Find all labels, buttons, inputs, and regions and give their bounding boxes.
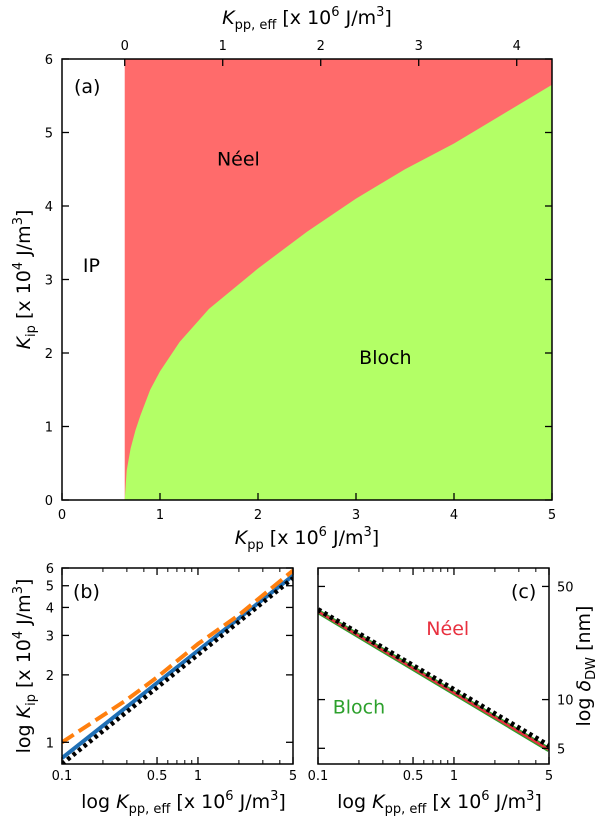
panel-a: 0 1 2 3 4 5 0 1 2 3 4 5 6 0 1 2 3 4 IP Néel Bloch (a) Kpp…	[11, 5, 556, 553]
x-tick-label-a: 4	[450, 508, 458, 523]
series-line	[62, 574, 293, 760]
y-tick-label-a: 4	[45, 200, 53, 215]
series-lines-c	[318, 607, 549, 752]
series-annotation: Néel	[426, 618, 469, 640]
y-tick-label-a: 0	[45, 494, 53, 509]
x-tick-labels-c: 0.1 0.5 1 5	[308, 769, 553, 784]
series-line	[62, 568, 293, 744]
y-axis-label-c: log δDW [nm]	[573, 606, 599, 727]
plot-frame-c	[317, 567, 550, 765]
y-tick-label: 1	[46, 736, 54, 751]
phase-diagram-fill	[124, 59, 552, 500]
bloch-region	[124, 84, 552, 500]
y-tick-labels-c: 5 10 50	[557, 580, 574, 757]
y-tick-label-a: 6	[45, 53, 53, 68]
y-tick-labels-a: 0 1 2 3 4 5 6	[45, 53, 53, 509]
y-tick-label: 10	[557, 694, 574, 709]
tick-marks-a	[61, 58, 553, 501]
y-axis-label-b: log Kip [x 104 J/m3]	[11, 579, 39, 754]
x-tick-label-a: 1	[156, 508, 164, 523]
x-tick-label: 5	[289, 769, 297, 784]
x-tick-label-a: 3	[352, 508, 360, 523]
series-annotation: Bloch	[333, 697, 385, 719]
top-x-axis-label-a: Kpp, eff [x 106 J/m3]	[222, 5, 392, 33]
y-tick-label: 6	[46, 562, 54, 577]
x-tick-labels-a: 0 1 2 3 4 5	[58, 508, 556, 523]
y-tick-label: 3	[46, 629, 54, 644]
panel-c: 0.1 0.5 1 5 5 10 50 Néel Bloch (c) log Kpp, ef…	[308, 567, 599, 816]
y-tick-label-a: 1	[45, 421, 53, 436]
series-lines-b	[62, 568, 293, 764]
x-tick-label: 0.1	[308, 769, 329, 784]
x-axis-label-a: Kpp [x 106 J/m3]	[235, 525, 379, 553]
top-x-tick-label-a: 3	[415, 39, 423, 54]
x-tick-labels-b: 0.1 0.5 1 5	[52, 769, 297, 784]
x-tick-label-a: 5	[548, 508, 556, 523]
series-group	[62, 568, 293, 764]
top-x-tick-label-a: 1	[219, 39, 227, 54]
x-tick-label: 0.5	[403, 769, 424, 784]
panel-label-c: (c)	[511, 581, 536, 603]
y-tick-label: 5	[46, 580, 54, 595]
series-line	[62, 576, 293, 764]
top-x-tick-label-a: 2	[317, 39, 325, 54]
y-tick-label-a: 2	[45, 347, 53, 362]
x-tick-label: 1	[450, 769, 458, 784]
y-tick-label: 2	[46, 669, 54, 684]
region-label: Bloch	[359, 347, 411, 369]
y-tick-label: 50	[557, 580, 574, 595]
y-tick-label: 5	[557, 742, 565, 757]
y-tick-label-a: 5	[45, 127, 53, 142]
panel-label-b: (b)	[73, 581, 100, 603]
x-tick-label: 1	[194, 769, 202, 784]
x-tick-label: 5	[545, 769, 553, 784]
panel-label-a: (a)	[74, 76, 100, 98]
y-tick-label-a: 3	[45, 274, 53, 289]
y-axis-label-a: Kip [x 104 J/m3]	[11, 210, 39, 350]
series-group	[318, 607, 549, 752]
x-axis-label-b: log Kpp, eff [x 106 J/m3]	[81, 789, 286, 816]
y-tick-labels-b: 1 2 3 4 5 6	[46, 562, 54, 751]
region-label: Néel	[217, 149, 260, 171]
x-tick-label: 0.1	[52, 769, 73, 784]
plot-frame-b	[61, 567, 294, 765]
y-tick-label: 4	[46, 601, 54, 616]
region-labels: IP Néel Bloch	[83, 149, 412, 369]
series-line	[318, 607, 549, 748]
series-line	[318, 610, 549, 751]
tick-marks-c	[317, 568, 550, 764]
x-tick-label-a: 2	[254, 508, 262, 523]
x-tick-label-a: 0	[58, 508, 66, 523]
top-x-tick-labels-a: 0 1 2 3 4	[121, 39, 521, 54]
region-label: IP	[83, 255, 100, 277]
x-axis-label-c: log Kpp, eff [x 106 J/m3]	[337, 789, 542, 816]
annotations-c: Néel Bloch	[333, 618, 469, 718]
panel-b: 0.1 0.5 1 5 1 2 3 4 5 6 (b) log Kpp, eff [x 106 …	[11, 562, 297, 816]
x-tick-label: 0.5	[147, 769, 168, 784]
top-x-tick-label-a: 4	[513, 39, 521, 54]
top-x-tick-label-a: 0	[121, 39, 129, 54]
tick-marks-b	[61, 567, 294, 764]
